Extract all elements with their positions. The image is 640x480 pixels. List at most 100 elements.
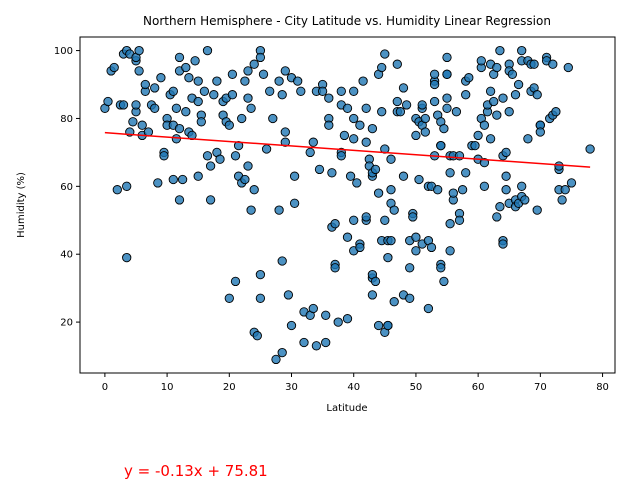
data-point (342, 103, 353, 113)
data-point (181, 62, 191, 73)
data-point (457, 185, 468, 195)
data-point (501, 185, 511, 195)
data-point (308, 303, 318, 314)
data-point (423, 303, 434, 314)
data-point (566, 178, 577, 188)
x-tick-label: 30 (285, 382, 298, 393)
data-point (386, 185, 396, 195)
data-point (174, 195, 185, 205)
data-point (501, 147, 511, 158)
data-point (321, 337, 331, 348)
data-point (367, 123, 378, 134)
data-point (398, 83, 409, 93)
data-point (240, 174, 250, 185)
data-point (330, 219, 340, 229)
data-point (442, 93, 452, 103)
data-point (495, 45, 505, 56)
data-point (109, 62, 119, 73)
data-point (280, 137, 290, 147)
data-point (324, 93, 334, 103)
data-point (523, 134, 533, 144)
data-point (489, 96, 499, 107)
x-axis-ticks: 0 10 20 30 40 50 60 70 80 (102, 373, 609, 393)
data-point (451, 107, 462, 117)
data-point (442, 103, 452, 113)
data-point (174, 52, 185, 63)
data-point (240, 76, 250, 86)
data-point (485, 134, 496, 144)
data-point (377, 107, 387, 117)
data-point (373, 320, 384, 331)
data-point (233, 140, 244, 151)
data-point (520, 195, 530, 205)
data-point (513, 79, 524, 90)
data-point (199, 86, 210, 96)
data-point (349, 134, 359, 144)
regression-line-group (104, 131, 591, 168)
data-point (448, 188, 458, 198)
data-point (237, 113, 247, 124)
data-point (358, 76, 368, 86)
data-point (171, 134, 182, 144)
data-point (333, 317, 343, 327)
data-point (283, 290, 294, 300)
x-tick-label: 0 (102, 382, 108, 393)
data-point (305, 147, 315, 158)
data-point (563, 62, 573, 73)
data-point (392, 59, 402, 69)
data-point (380, 49, 390, 59)
data-point (361, 103, 371, 113)
data-point (330, 263, 340, 273)
data-point (230, 276, 241, 287)
data-point (386, 154, 396, 164)
data-point (492, 110, 502, 120)
data-point (532, 205, 542, 215)
x-tick-label: 20 (223, 382, 236, 393)
data-point (408, 212, 418, 222)
data-point (370, 276, 381, 287)
x-tick-label: 80 (596, 382, 609, 393)
data-point (314, 164, 325, 175)
data-point (324, 120, 334, 130)
data-point (193, 76, 203, 86)
data-point (445, 246, 455, 256)
data-point (405, 293, 415, 303)
data-point (585, 144, 595, 154)
data-point (168, 86, 178, 96)
data-point (507, 69, 518, 79)
data-point (280, 66, 290, 76)
data-point (420, 113, 430, 124)
data-point (485, 86, 496, 96)
data-point (255, 293, 266, 303)
data-point (417, 100, 427, 110)
x-tick-label: 70 (534, 382, 547, 393)
data-point (411, 232, 421, 242)
data-point (411, 130, 421, 141)
data-point (429, 79, 440, 90)
data-point (461, 168, 471, 178)
data-point (429, 96, 440, 107)
data-point (436, 263, 446, 273)
data-point (411, 246, 421, 256)
y-axis-ticks: 20 40 60 80 100 (54, 46, 80, 329)
data-point (342, 232, 353, 242)
data-point (445, 168, 455, 178)
data-point (181, 107, 191, 117)
plot-frame (79, 36, 616, 374)
data-point (171, 103, 182, 113)
data-point (355, 242, 365, 253)
data-point (349, 86, 359, 96)
chart-title: Northern Hemisphere - City Latitude vs. … (143, 14, 551, 28)
data-point (271, 354, 281, 365)
data-point (439, 276, 449, 287)
data-point (190, 56, 200, 66)
data-point (246, 103, 256, 113)
data-point (252, 331, 262, 341)
data-point (249, 59, 259, 69)
x-tick-label: 40 (347, 382, 360, 393)
data-point (296, 86, 306, 96)
data-point (289, 171, 300, 181)
data-point (380, 215, 390, 225)
data-point (361, 212, 371, 222)
data-point (230, 151, 241, 161)
